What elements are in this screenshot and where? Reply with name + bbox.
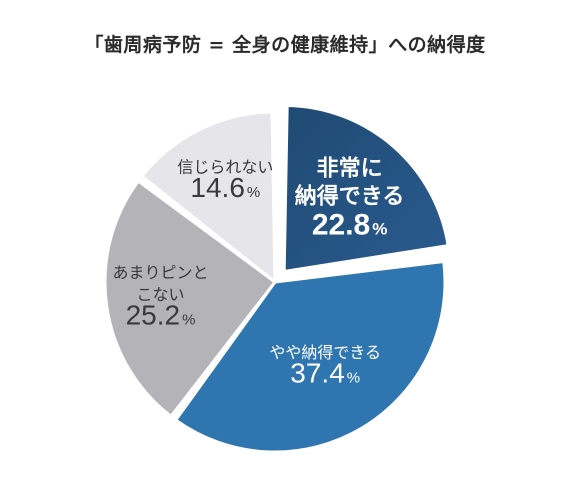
pie-slice [174, 260, 447, 454]
slice-label: 納得できる [295, 183, 405, 209]
pie-slice [140, 110, 277, 284]
pie-slice [103, 179, 277, 418]
pie-slices [103, 103, 450, 454]
slice-label: 非常に [317, 155, 383, 181]
slice-label: あまりピンと [112, 263, 208, 282]
slice-value: 37.4% [290, 358, 360, 389]
slice-value: 14.6% [190, 172, 260, 203]
slice-value: 22.8% [312, 208, 388, 241]
slice-value: 25.2% [126, 300, 196, 331]
slice-label: 信じられない [177, 157, 273, 176]
chart-title: 「歯周病予防 = 全身の健康維持」への納得度 [84, 34, 486, 56]
slice-label: やや納得できる [269, 343, 381, 362]
slice-label: こない [136, 285, 184, 304]
pie-slice [282, 103, 450, 273]
